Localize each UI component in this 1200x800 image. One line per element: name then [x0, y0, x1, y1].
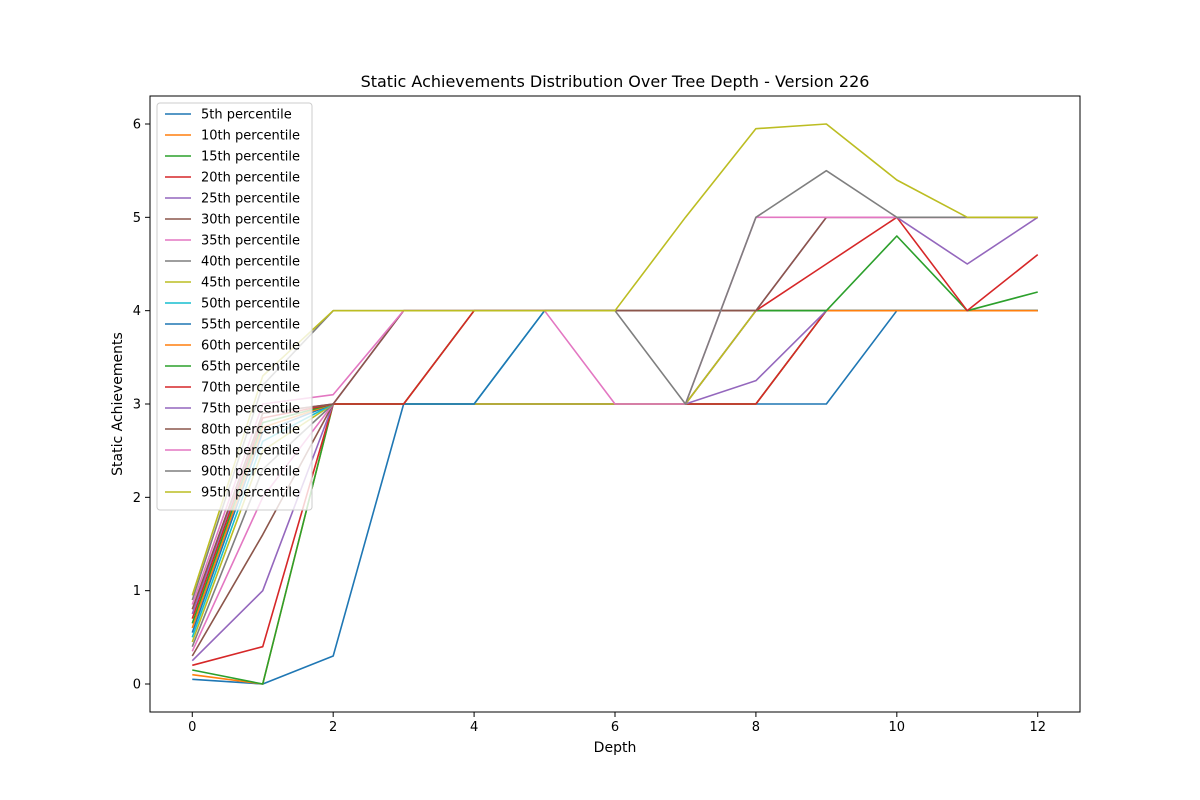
- y-tick-label: 6: [133, 118, 141, 133]
- x-tick-label: 6: [611, 720, 619, 735]
- chart-title: Static Achievements Distribution Over Tr…: [361, 72, 870, 91]
- x-tick-label: 2: [329, 720, 337, 735]
- legend-entry-label: 35th percentile: [201, 234, 300, 249]
- legend-entry-label: 50th percentile: [201, 297, 300, 312]
- legend-entry-label: 95th percentile: [201, 486, 300, 501]
- legend-entry-label: 15th percentile: [201, 150, 300, 165]
- x-tick-label: 10: [889, 720, 906, 735]
- legend-entry-label: 90th percentile: [201, 465, 300, 480]
- series-line-20th: [192, 309, 1038, 667]
- x-axis-label: Depth: [594, 740, 637, 756]
- y-tick-label: 5: [133, 211, 141, 226]
- series-line-15th: [192, 309, 1038, 685]
- series-line-55th: [191, 309, 1038, 633]
- plot-frame: [149, 95, 1081, 713]
- series-line-25th: [191, 309, 1038, 662]
- legend-entry-label: 60th percentile: [201, 339, 300, 354]
- legend-entry-label: 40th percentile: [201, 255, 300, 270]
- series-line-40th: [191, 309, 1038, 647]
- legend-entry-label: 55th percentile: [201, 318, 300, 333]
- series-line-35th: [191, 309, 1038, 652]
- legend-entry-label: 75th percentile: [201, 402, 300, 417]
- y-tick-label: 3: [133, 398, 141, 413]
- series-lines-layer: [191, 123, 1039, 685]
- legend-box: [156, 102, 313, 511]
- series-line-5th: [192, 309, 1038, 685]
- series-line-60th: [191, 309, 1038, 629]
- series-line-30th: [191, 309, 1038, 657]
- legend: 5th percentile 10th percentile 15th percen…: [156, 102, 313, 511]
- legend-entry-label: 30th percentile: [201, 213, 300, 228]
- legend-entry-label: 70th percentile: [201, 381, 300, 396]
- series-line-95th: [191, 123, 1038, 596]
- legend-entry-label: 20th percentile: [201, 171, 300, 186]
- legend-entry-label: 10th percentile: [201, 129, 300, 144]
- y-tick-label: 1: [133, 584, 141, 599]
- x-tick-label: 4: [470, 720, 478, 735]
- legend-entry-label: 45th percentile: [201, 276, 300, 291]
- y-axis-label: Static Achievements: [110, 332, 126, 476]
- series-line-10th: [192, 309, 1038, 685]
- legend-entry-label: 5th percentile: [201, 108, 292, 123]
- y-tick-label: 0: [133, 678, 141, 693]
- legend-entry-label: 25th percentile: [201, 192, 300, 207]
- legend-entry-label: 80th percentile: [201, 423, 300, 438]
- legend-entry-label: 85th percentile: [201, 444, 300, 459]
- y-tick-label: 2: [133, 491, 141, 506]
- series-line-50th: [191, 309, 1038, 638]
- series-line-45th: [191, 309, 1038, 643]
- x-tick-label: 0: [188, 720, 196, 735]
- x-tick-label: 8: [752, 720, 760, 735]
- legend-entry-label: 65th percentile: [201, 360, 300, 375]
- series-line-75th: [191, 216, 1039, 615]
- x-tick-label: 12: [1029, 720, 1046, 735]
- y-tick-label: 4: [133, 304, 141, 319]
